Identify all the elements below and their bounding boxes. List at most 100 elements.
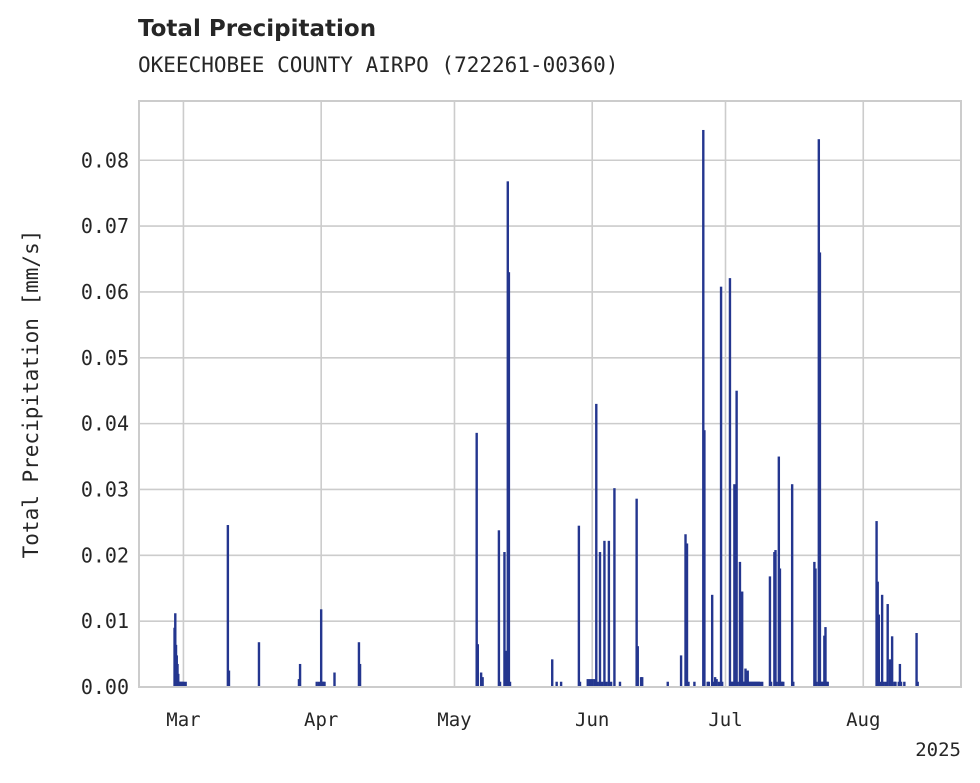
precip-bar: [728, 278, 732, 687]
precip-bar: [702, 129, 705, 688]
precip-bar: [719, 286, 723, 687]
y-tick-label: 0.04: [81, 412, 129, 436]
precip-bar: [588, 679, 592, 687]
y-axis-label: Total Precipitation [mm/s]: [19, 230, 43, 559]
precip-bar: [888, 659, 892, 687]
precip-bar: [814, 568, 817, 687]
precip-bar: [640, 677, 644, 687]
y-ticks: 0.00 0.01 0.02 0.03 0.04 0.05 0.06 0.07 0.08: [81, 148, 129, 699]
precip-bar: [736, 681, 739, 687]
precip-bar: [578, 681, 582, 687]
precip-bar: [607, 540, 611, 687]
y-tick-label: 0.06: [81, 280, 129, 304]
precip-bar: [182, 681, 185, 687]
precip-bar: [707, 681, 711, 687]
chart-title: Total Precipitation: [138, 16, 377, 42]
precip-bar: [595, 403, 598, 687]
precip-bar: [715, 679, 718, 687]
precip-bar: [618, 681, 622, 687]
precip-bar: [712, 681, 715, 687]
precip-bar: [184, 681, 187, 687]
precip-bar: [586, 679, 589, 687]
precip-bar: [479, 672, 483, 687]
y-tick-label: 0.01: [81, 609, 129, 633]
precip-bar: [257, 642, 261, 687]
precip-bar: [605, 681, 608, 687]
bars: [173, 129, 919, 688]
precip-bar: [315, 681, 318, 687]
precip-bar: [903, 681, 906, 687]
precip-bar: [687, 681, 690, 687]
precip-bar: [769, 681, 773, 687]
precip-bar: [744, 668, 747, 687]
precip-bar: [497, 530, 501, 687]
precip-bar: [551, 659, 554, 687]
precip-bar: [738, 561, 742, 687]
precip-bar: [880, 594, 884, 687]
precip-bar: [703, 430, 706, 687]
precip-bar: [877, 614, 880, 687]
precip-bar: [609, 681, 613, 687]
x-tick-label: Mar: [166, 709, 200, 731]
x-tick-label: Jun: [575, 709, 609, 731]
precip-bar: [916, 681, 919, 687]
precip-bar: [358, 663, 362, 687]
x-tick-label: Aug: [846, 709, 880, 731]
precip-bar: [740, 591, 744, 687]
precip-bar: [603, 540, 606, 687]
precip-bar: [775, 681, 778, 687]
precip-bar: [226, 525, 230, 687]
precip-bar: [894, 681, 897, 687]
plot-frame: [138, 100, 962, 688]
precip-bar: [746, 670, 749, 687]
precip-bar: [679, 655, 683, 687]
x-tick-label: Apr: [304, 709, 338, 731]
x-offset-label: 2025: [915, 739, 961, 761]
precip-bar: [710, 594, 714, 687]
precip-bar: [298, 663, 302, 687]
precip-bar: [323, 681, 326, 687]
precip-bar: [782, 681, 785, 687]
precip-bar: [778, 568, 782, 687]
x-tick-label: Jul: [708, 709, 742, 731]
precip-bar: [792, 681, 795, 687]
precip-bar: [760, 681, 764, 687]
precip-bar: [815, 681, 818, 687]
precip-bar: [319, 609, 323, 687]
precip-bar: [475, 432, 478, 687]
y-tick-label: 0.08: [81, 148, 129, 172]
precip-bar: [818, 252, 822, 687]
grid: [139, 101, 961, 688]
y-tick-label: 0.05: [81, 346, 129, 370]
precip-bar: [504, 650, 508, 687]
precip-bar: [177, 673, 180, 687]
x-tick-label: May: [437, 709, 471, 731]
precip-bar: [882, 681, 885, 687]
precip-bar: [733, 484, 736, 687]
precip-bar: [596, 681, 599, 687]
precip-bar: [476, 644, 479, 687]
precip-bar: [227, 670, 231, 687]
precip-bar: [317, 681, 321, 687]
x-ticks: Mar Apr May Jun Jul Aug: [166, 709, 880, 731]
precip-bar: [774, 550, 777, 687]
y-tick-label: 0.02: [81, 543, 129, 567]
precip-bar: [826, 681, 829, 687]
precip-bar: [790, 484, 794, 687]
precip-bar: [666, 681, 669, 687]
precip-bar: [635, 498, 638, 687]
precip-bar: [507, 272, 511, 687]
precip-bar: [591, 679, 594, 687]
precip-bar: [890, 636, 894, 687]
precip-bar: [593, 679, 596, 687]
precip-bar: [503, 552, 506, 687]
precip-bar: [713, 677, 717, 687]
chart-subtitle: OKEECHOBEE COUNTY AIRPO (722261-00360): [138, 53, 619, 77]
precip-bar: [333, 672, 336, 687]
precip-bar: [720, 681, 724, 687]
precip-bar: [886, 604, 889, 687]
precip-bar: [915, 633, 918, 687]
y-tick-label: 0.07: [81, 214, 129, 238]
precip-bar: [508, 681, 512, 687]
precip-bar: [824, 627, 827, 687]
